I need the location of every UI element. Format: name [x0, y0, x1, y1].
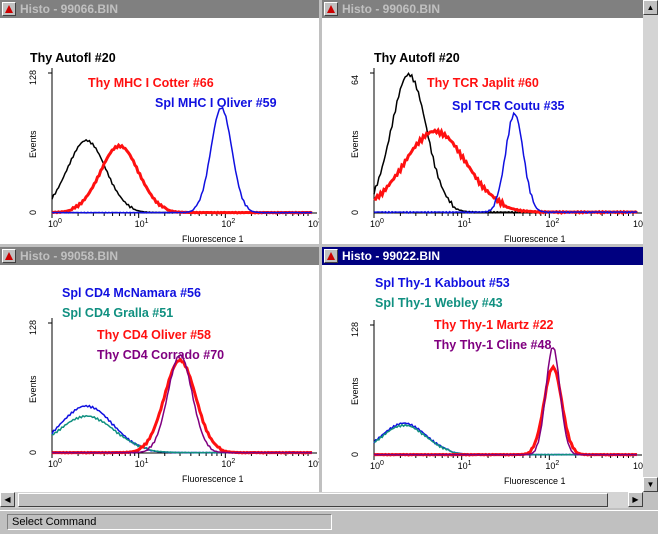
histogram-icon[interactable]: [2, 2, 16, 16]
histogram-icon[interactable]: [2, 249, 16, 263]
legend-entry: Thy TCR Japlit #60: [427, 76, 539, 90]
window-titlebar[interactable]: Histo - 99058.BIN: [0, 247, 319, 265]
histogram-icon[interactable]: [324, 2, 338, 16]
histogram-series: [51, 414, 313, 454]
window-titlebar[interactable]: Histo - 99066.BIN: [0, 0, 319, 18]
x-tick-label: 102: [545, 218, 559, 229]
scroll-track[interactable]: [643, 15, 658, 477]
scroll-left-button[interactable]: ◀: [0, 492, 15, 507]
window-titlebar[interactable]: Histo - 99022.BIN: [322, 247, 643, 265]
histo-window-2[interactable]: Histo - 99060.BIN Thy Autofl #20 Thy TCR …: [322, 0, 643, 244]
scroll-down-button[interactable]: ▼: [643, 477, 658, 492]
legend-entry: Spl CD4 Gralla #51: [62, 306, 173, 320]
histogram-series: [373, 71, 638, 214]
histogram-plot: Spl Thy-1 Kabbout #53 Spl Thy-1 Webley #4…: [350, 276, 643, 486]
x-tick-label: 101: [135, 218, 149, 229]
x-tick-label: 101: [458, 218, 472, 229]
vertical-scrollbar[interactable]: ▲ ▼: [643, 0, 658, 492]
histo-window-1[interactable]: Histo - 99066.BIN Thy Autofl #20 Thy MHC …: [0, 0, 319, 244]
legend-entry: Thy CD4 Corrado #70: [97, 348, 224, 362]
status-bar: Select Command: [0, 510, 658, 534]
y-max-label: 64: [350, 75, 360, 85]
x-tick-label: 102: [221, 458, 235, 469]
histogram-series: [51, 404, 313, 454]
horizontal-scrollbar[interactable]: ◀ ▶: [0, 492, 643, 508]
window-title: Histo - 99058.BIN: [20, 249, 119, 263]
legend-entry: Thy Thy-1 Cline #48: [434, 338, 551, 352]
status-text: Select Command: [7, 514, 332, 530]
histogram-icon[interactable]: [324, 249, 338, 263]
legend-entry: Thy Autofl #20: [30, 51, 116, 65]
window-title: Histo - 99066.BIN: [20, 2, 119, 16]
legend-entry: Spl TCR Coutu #35: [452, 99, 565, 113]
x-tick-label: 100: [370, 460, 384, 471]
x-tick-label: 100: [48, 218, 62, 229]
histogram-series: [373, 127, 638, 215]
x-tick-label: 102: [221, 218, 235, 229]
legend-entry: Thy MHC I Cotter #66: [88, 76, 214, 90]
y-max-label: 128: [28, 70, 38, 85]
histo-window-4[interactable]: Histo - 99022.BIN Spl Thy-1 Kabbout #53 S…: [322, 247, 643, 492]
histogram-series: [373, 111, 638, 214]
histogram-series: [51, 106, 313, 214]
y-zero-label: 0: [350, 452, 360, 457]
legend-entry: Spl Thy-1 Webley #43: [375, 296, 503, 310]
x-tick-label: 101: [135, 458, 149, 469]
legend-entry: Thy Autofl #20: [374, 51, 460, 65]
histogram-series: [51, 138, 313, 214]
legend-entry: Thy CD4 Oliver #58: [97, 328, 211, 342]
y-axis-label: Events: [350, 130, 360, 158]
histogram-plot: Spl CD4 McNamara #56 Spl CD4 Gralla #51 Th…: [28, 286, 319, 484]
window-title: Histo - 99022.BIN: [342, 249, 441, 263]
histogram-plot: Thy Autofl #20 Thy MHC I Cotter #66 Spl MH…: [28, 51, 319, 244]
scroll-right-button[interactable]: ▶: [628, 492, 643, 507]
histogram-series: [51, 353, 313, 454]
y-zero-label: 0: [28, 210, 38, 215]
histogram-series: [51, 357, 313, 455]
legend-entry: Spl Thy-1 Kabbout #53: [375, 276, 510, 290]
y-max-label: 128: [350, 322, 360, 337]
x-axis-label: Fluorescence 1: [504, 476, 566, 486]
legend-entry: Thy Thy-1 Martz #22: [434, 318, 554, 332]
scroll-up-button[interactable]: ▲: [643, 0, 658, 15]
x-axis-label: Fluorescence 1: [504, 234, 566, 244]
window-title: Histo - 99060.BIN: [342, 2, 441, 16]
window-titlebar[interactable]: Histo - 99060.BIN: [322, 0, 643, 18]
y-axis-label: Events: [28, 130, 38, 158]
x-axis-label: Fluorescence 1: [182, 474, 244, 484]
x-tick-label: 103: [633, 460, 643, 471]
histogram-series: [51, 142, 313, 215]
histogram-series: [373, 423, 638, 456]
histogram-series: [373, 347, 638, 456]
x-axis-label: Fluorescence 1: [182, 234, 244, 244]
y-max-label: 128: [28, 320, 38, 335]
x-tick-label: 101: [458, 460, 472, 471]
histo-window-3[interactable]: Histo - 99058.BIN Spl CD4 McNamara #56 Sp…: [0, 247, 319, 492]
x-tick-label: 103: [308, 458, 319, 469]
y-zero-label: 0: [350, 210, 360, 215]
histogram-series: [373, 363, 638, 457]
scroll-thumb[interactable]: [18, 493, 608, 507]
x-tick-label: 103: [308, 218, 319, 229]
x-tick-label: 103: [633, 218, 643, 229]
legend-entry: Spl CD4 McNamara #56: [62, 286, 201, 300]
y-axis-label: Events: [28, 375, 38, 403]
x-tick-label: 100: [48, 458, 62, 469]
x-tick-label: 102: [545, 460, 559, 471]
y-zero-label: 0: [28, 450, 38, 455]
x-tick-label: 100: [370, 218, 384, 229]
histogram-plot: Thy Autofl #20 Thy TCR Japlit #60 Spl TCR …: [350, 51, 643, 244]
legend-entry: Spl MHC I Oliver #59: [155, 96, 277, 110]
y-axis-label: Events: [350, 377, 360, 405]
